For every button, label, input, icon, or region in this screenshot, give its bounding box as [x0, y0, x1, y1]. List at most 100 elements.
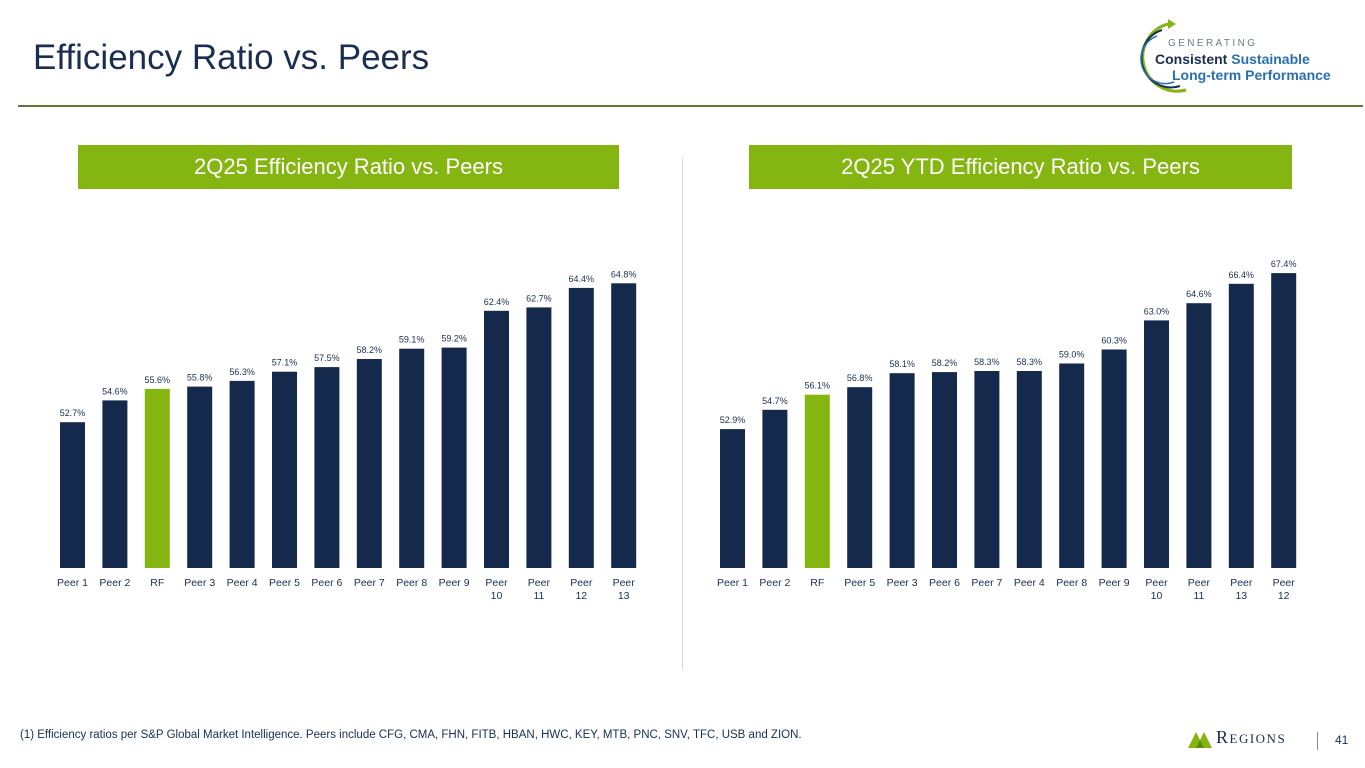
data-label: 66.4% — [1229, 270, 1255, 280]
bar-peer-3 — [187, 386, 213, 568]
bar-peer-3 — [889, 373, 915, 568]
data-label: 58.3% — [974, 357, 1000, 367]
tick-label: Peer 1 — [57, 577, 88, 589]
bar-peer-2 — [102, 400, 128, 568]
data-label: 60.3% — [1101, 336, 1127, 346]
bar-peer-5 — [847, 387, 873, 568]
data-label: 52.7% — [60, 408, 86, 418]
bar-rf — [804, 394, 830, 568]
bar-peer-12 — [1271, 273, 1297, 568]
tick-label: Peer 10 — [485, 577, 508, 602]
tick-label: Peer 5 — [269, 577, 300, 589]
bar-peer-13 — [1228, 283, 1254, 568]
tick-label: Peer 12 — [1273, 577, 1296, 602]
data-label: 57.1% — [272, 358, 298, 368]
tick-label: Peer 3 — [184, 577, 215, 589]
logo-tagline-line2: Long-term Performance — [1172, 67, 1331, 83]
section-divider — [682, 158, 683, 670]
tick-label: Peer 4 — [227, 577, 258, 589]
data-label: 54.7% — [762, 396, 788, 406]
bar-peer-5 — [272, 371, 297, 568]
ytd-efficiency-bar-chart: 52.9% Peer 1 54.7% Peer 2 56.1% RF 56.8% Peer 5… — [717, 259, 1297, 602]
data-label: 56.1% — [805, 381, 831, 391]
tick-label: Peer 6 — [929, 577, 960, 589]
data-label: 58.2% — [932, 358, 958, 368]
data-label: 55.6% — [145, 375, 171, 385]
bar-peer-11 — [526, 307, 552, 568]
data-label: 57.5% — [314, 353, 340, 363]
bar-peer-8 — [1059, 363, 1085, 568]
logo-tagline-line1: Consistent Sustainable — [1155, 51, 1310, 67]
logo-word-sustainable: Sustainable — [1231, 51, 1310, 67]
bar-peer-10 — [1144, 320, 1169, 568]
tick-label: Peer 3 — [887, 577, 918, 589]
bar-peer-9 — [441, 347, 467, 568]
tick-label: Peer 9 — [439, 577, 470, 589]
tick-label: Peer 5 — [844, 577, 875, 589]
tick-label: Peer 13 — [613, 577, 636, 602]
data-label: 59.0% — [1059, 350, 1085, 360]
footnote: (1) Efficiency ratios per S&P Global Mar… — [20, 729, 802, 741]
data-label: 54.6% — [102, 386, 128, 396]
tick-label: RF — [150, 577, 164, 589]
data-label: 62.7% — [526, 293, 552, 303]
tick-label: Peer 6 — [311, 577, 342, 589]
bar-peer-12 — [568, 287, 594, 568]
data-label: 62.4% — [484, 297, 510, 307]
chart-banner-ytd: 2Q25 YTD Efficiency Ratio vs. Peers — [749, 145, 1292, 189]
bar-peer-6 — [932, 372, 957, 568]
bar-peer-4 — [1016, 371, 1042, 568]
data-label: 56.8% — [847, 373, 873, 383]
tick-label: Peer 7 — [971, 577, 1002, 589]
tick-label: Peer 11 — [528, 577, 551, 602]
bar-peer-1 — [720, 429, 745, 568]
quarter-efficiency-bar-chart: 52.7% Peer 1 54.6% Peer 2 55.6% RF 55.8% Peer 3… — [57, 269, 637, 602]
tick-label: Peer 2 — [99, 577, 130, 589]
logo-generating-text: GENERATING — [1168, 38, 1258, 49]
tick-label: Peer 4 — [1014, 577, 1045, 589]
regions-wordmark: Regions — [1216, 727, 1287, 747]
data-label: 52.9% — [720, 415, 746, 425]
page-number-separator — [1317, 732, 1318, 750]
data-label: 58.3% — [1017, 357, 1043, 367]
data-label: 58.2% — [357, 345, 383, 355]
bar-peer-2 — [762, 409, 788, 568]
bar-peer-10 — [484, 310, 509, 568]
tick-label: Peer 10 — [1145, 577, 1168, 602]
data-label: 55.8% — [187, 373, 213, 383]
bar-peer-9 — [1101, 349, 1127, 568]
tick-label: Peer 1 — [717, 577, 748, 589]
bar-peer-4 — [229, 380, 255, 568]
tick-label: Peer 9 — [1099, 577, 1130, 589]
tick-label: RF — [810, 577, 824, 589]
chart-banner-quarter: 2Q25 Efficiency Ratio vs. Peers — [78, 145, 619, 189]
data-label: 56.3% — [229, 367, 255, 377]
tick-label: Peer 12 — [570, 577, 593, 602]
page-number: 41 — [1335, 733, 1349, 747]
data-label: 59.2% — [441, 334, 467, 344]
data-label: 64.6% — [1186, 289, 1212, 299]
data-label: 64.8% — [611, 269, 637, 279]
tick-label: Peer 8 — [396, 577, 427, 589]
data-label: 63.0% — [1144, 306, 1170, 316]
tick-label: Peer 11 — [1188, 577, 1211, 602]
bar-peer-1 — [60, 422, 85, 568]
data-label: 59.1% — [399, 335, 425, 345]
bar-peer-13 — [611, 283, 637, 568]
tick-label: Peer 2 — [759, 577, 790, 589]
regions-logo: Regions — [1188, 727, 1286, 748]
tick-label: Peer 8 — [1056, 577, 1087, 589]
bar-peer-6 — [314, 367, 340, 568]
generating-logo-arc-icon — [1140, 19, 1187, 93]
page-title: Efficiency Ratio vs. Peers — [33, 38, 430, 77]
bar-rf — [144, 388, 170, 568]
data-label: 58.1% — [889, 359, 915, 369]
tick-label: Peer 7 — [354, 577, 385, 589]
bar-peer-11 — [1186, 303, 1212, 568]
data-label: 64.4% — [569, 274, 595, 284]
bar-peer-7 — [356, 359, 382, 568]
tick-label: Peer 13 — [1230, 577, 1253, 602]
data-label: 67.4% — [1271, 259, 1297, 269]
regions-pyramid-icon — [1188, 731, 1212, 748]
logo-word-consistent: Consistent — [1155, 51, 1228, 67]
